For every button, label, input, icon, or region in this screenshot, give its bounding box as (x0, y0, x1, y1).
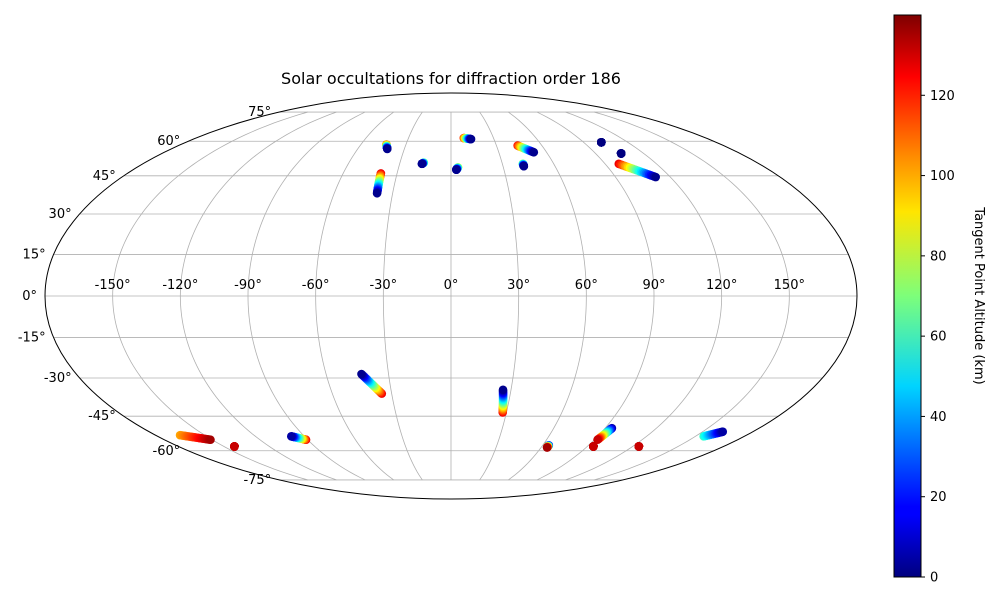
occultation-point (542, 443, 552, 452)
occultation-point (616, 149, 626, 158)
meridian-line (112, 111, 308, 481)
y-tick-label: -15° (18, 331, 46, 346)
x-tick-label: 0° (444, 278, 459, 293)
y-tick-label: -45° (88, 409, 116, 424)
colorbar-tick-label: 0 (930, 571, 938, 586)
x-tick-label: 30° (507, 278, 530, 293)
x-tick-label: 90° (642, 278, 665, 293)
colorbar-label: Tangent Point Altitude (km) (971, 206, 986, 384)
graticule (45, 111, 857, 481)
y-tick-label: -30° (44, 371, 72, 386)
occultation-point (286, 432, 296, 441)
occultation-point (417, 159, 427, 169)
occultation-point (597, 138, 606, 147)
occultation-point (651, 172, 660, 182)
x-tick-label: 120° (706, 278, 737, 293)
occultation-point (718, 427, 728, 437)
y-tick-label: 15° (23, 247, 46, 262)
occultation-point (382, 144, 392, 154)
occultation-point (589, 442, 598, 451)
y-tick-label: -75° (243, 473, 271, 488)
occultation-point (519, 161, 529, 171)
y-tick-label: 75° (248, 105, 271, 120)
occultation-point (466, 134, 476, 144)
occultation-points (175, 133, 728, 452)
x-tick-label: -120° (162, 278, 198, 293)
occultation-point (230, 442, 239, 451)
occultation-point (372, 188, 382, 198)
map-outline (44, 92, 858, 500)
colorbar-tick-label: 60 (930, 330, 947, 345)
meridian-line (315, 111, 394, 481)
y-tick-label: 45° (93, 169, 116, 184)
x-tick-label: -150° (95, 278, 131, 293)
occultation-point (529, 147, 539, 157)
x-tick-label: 60° (575, 278, 598, 293)
colorbar-tick-label: 40 (930, 410, 947, 425)
colorbar-gradient (893, 14, 922, 578)
y-tick-label: 0° (22, 289, 37, 304)
colorbar-ticks: 0 20 40 60 80 100 120 (921, 89, 955, 586)
colorbar-tick-label: 120 (930, 89, 955, 104)
meridian-line (508, 111, 587, 481)
y-tick-label: -60° (153, 444, 181, 459)
x-tick-label: -90° (234, 278, 262, 293)
meridian-line (247, 111, 366, 481)
occultation-point (452, 165, 461, 175)
meridian-line (565, 111, 723, 481)
occultation-point (498, 385, 508, 395)
meridian-line (594, 111, 790, 481)
occultation-point (206, 435, 215, 445)
occultation-point (634, 442, 644, 451)
meridian-line (479, 111, 520, 481)
chart-title: Solar occultations for diffraction order… (281, 69, 621, 88)
colorbar-tick-label: 100 (930, 169, 955, 184)
colorbar-tick-label: 20 (930, 490, 947, 505)
meridian-line (179, 111, 337, 481)
y-tick-label: 60° (157, 134, 180, 149)
x-tick-label: -30° (369, 278, 397, 293)
axis-ticks: -150° -120° -90° -60° -30° 0° 30° 60° 90° 120° 150… (18, 105, 805, 488)
x-tick-label: 150° (774, 278, 805, 293)
meridian-line (382, 111, 423, 481)
meridian-line (536, 111, 655, 481)
y-tick-label: 30° (49, 207, 72, 222)
colorbar: 0 20 40 60 80 100 120 Tangent Point Altitude (… (893, 14, 986, 586)
x-tick-label: -60° (302, 278, 330, 293)
occultation-point (593, 435, 602, 445)
colorbar-tick-label: 80 (930, 249, 947, 264)
occultation-point (357, 369, 366, 379)
